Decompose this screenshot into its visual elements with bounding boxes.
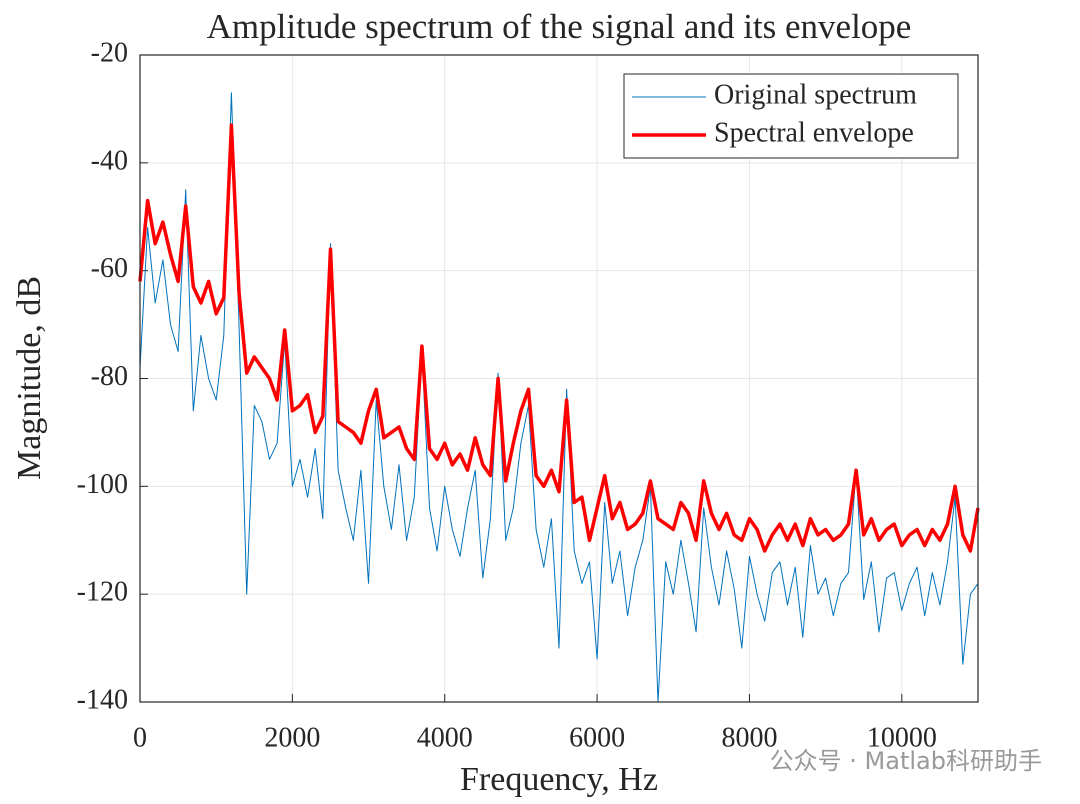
y-tick-label: -120 xyxy=(77,577,128,608)
y-tick-label: -40 xyxy=(91,145,128,176)
x-tick-label: 8000 xyxy=(721,722,777,753)
y-tick-label: -100 xyxy=(77,469,128,500)
x-axis-label: Frequency, Hz xyxy=(460,761,658,798)
series-line xyxy=(138,123,980,553)
y-tick-label: -20 xyxy=(91,37,128,68)
plot-frame xyxy=(139,54,979,703)
legend-label: Spectral envelope xyxy=(714,117,914,148)
x-tick-label: 6000 xyxy=(569,722,625,753)
legend-box xyxy=(623,73,959,159)
chart-title: Amplitude spectrum of the signal and its… xyxy=(207,7,912,46)
y-tick-label: -80 xyxy=(91,361,128,392)
series-line xyxy=(139,92,979,703)
watermark: 公众号 · Matlab科研助手 xyxy=(770,747,1042,775)
legend-label: Original spectrum xyxy=(714,79,917,110)
x-tick-label: 2000 xyxy=(264,722,320,753)
x-tick-label: 0 xyxy=(133,722,147,753)
x-tick-label: 4000 xyxy=(417,722,473,753)
y-tick-label: -60 xyxy=(91,253,128,284)
x-tick-label: 10000 xyxy=(867,722,937,753)
y-axis-label: Magnitude, dB xyxy=(11,276,48,480)
y-tick-label: -140 xyxy=(77,684,128,715)
